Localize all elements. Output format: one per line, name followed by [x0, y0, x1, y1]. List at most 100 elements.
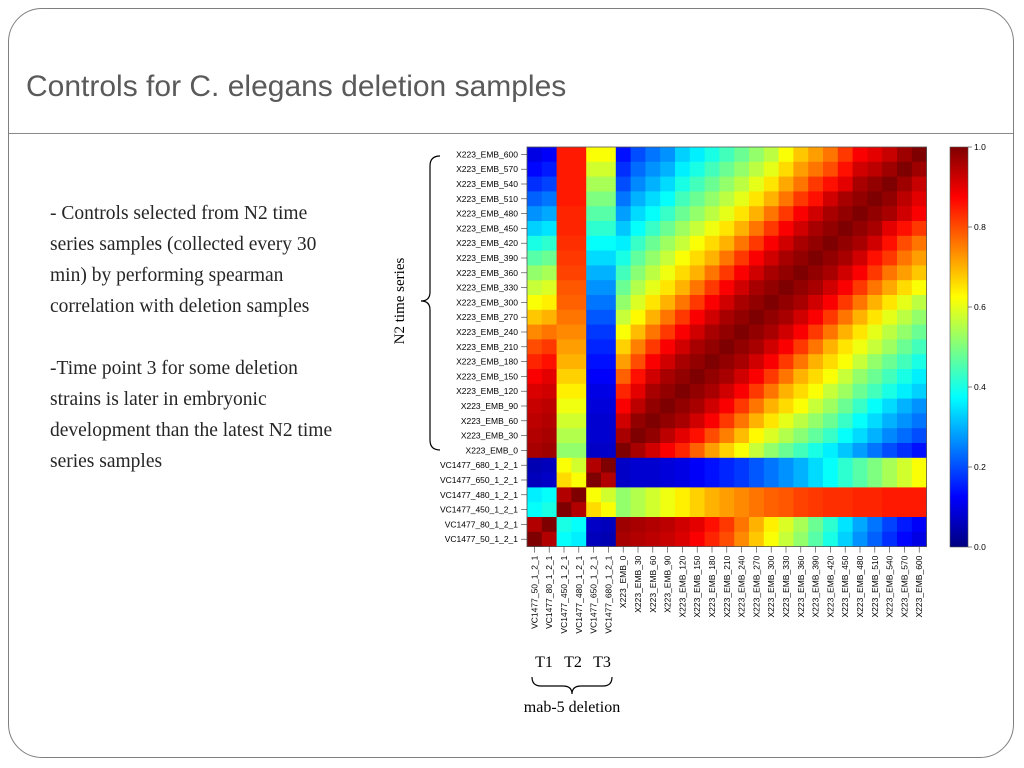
heatmap-cell [541, 250, 557, 266]
heatmap-cell [556, 502, 572, 518]
heatmap-cell [556, 161, 572, 177]
heatmap-cell [778, 428, 794, 444]
heatmap-cell [527, 250, 543, 266]
column-label: X223_EMB_180 [707, 555, 717, 617]
heatmap-cell [689, 413, 705, 429]
row-label: X223_EMB_540 [456, 179, 518, 189]
heatmap-cell [749, 487, 765, 503]
heatmap-cell [556, 443, 572, 459]
heatmap-cell [837, 206, 853, 222]
heatmap-cell [660, 472, 676, 488]
heatmap-cell [615, 502, 631, 518]
row-label: X223_EMB_30 [461, 431, 518, 441]
heatmap-cell [601, 413, 617, 429]
heatmap-cell [719, 443, 735, 459]
heatmap-cell [867, 309, 883, 325]
heatmap-cell [808, 339, 824, 355]
heatmap-cell [689, 309, 705, 325]
heatmap-cell [719, 428, 735, 444]
heatmap-cell [882, 428, 898, 444]
heatmap-cell [571, 221, 587, 237]
heatmap-cell [527, 324, 543, 340]
heatmap-cell [867, 295, 883, 311]
heatmap-cell [911, 413, 927, 429]
heatmap-cell [823, 161, 839, 177]
heatmap-cell [586, 250, 602, 266]
heatmap-cell [897, 206, 913, 222]
heatmap-cell [763, 324, 779, 340]
heatmap-cell [823, 398, 839, 414]
heatmap-cell [660, 176, 676, 192]
heatmap-cell [556, 235, 572, 251]
heatmap-cell [778, 413, 794, 429]
heatmap-cell [541, 176, 557, 192]
heatmap-cell [808, 457, 824, 473]
row-label: X223_EMB_210 [456, 342, 518, 352]
heatmap-cell [615, 309, 631, 325]
heatmap-cell [837, 221, 853, 237]
heatmap-cell [749, 309, 765, 325]
heatmap-cell [571, 517, 587, 533]
heatmap-cell [778, 280, 794, 296]
heatmap-cell [852, 250, 868, 266]
heatmap-cell [571, 295, 587, 311]
heatmap-cell [630, 176, 646, 192]
row-label: X223_EMB_240 [456, 327, 518, 337]
heatmap-cell [541, 265, 557, 281]
heatmap-cell [749, 457, 765, 473]
heatmap-cell [645, 206, 661, 222]
heatmap-cell [586, 502, 602, 518]
heatmap-cell [897, 502, 913, 518]
heatmap-cell [645, 383, 661, 399]
heatmap-cell [852, 369, 868, 385]
heatmap-cell [541, 354, 557, 370]
heatmap-cell [586, 176, 602, 192]
heatmap-cell [615, 517, 631, 533]
heatmap-cell [541, 383, 557, 399]
heatmap-cell [571, 280, 587, 296]
heatmap-cell [867, 324, 883, 340]
heatmap-cell [823, 324, 839, 340]
heatmap-cell [793, 191, 809, 207]
heatmap-cell [645, 354, 661, 370]
heatmap-cell [704, 457, 720, 473]
heatmap-cell [778, 383, 794, 399]
heatmap-cell [541, 443, 557, 459]
heatmap-cell [586, 221, 602, 237]
heatmap-cell [527, 295, 543, 311]
heatmap-cell [734, 443, 750, 459]
heatmap-cell [645, 502, 661, 518]
heatmap-cell [615, 487, 631, 503]
heatmap-cell [675, 531, 691, 547]
heatmap-cell [749, 147, 765, 163]
heatmap-cell [911, 531, 927, 547]
heatmap-cell [586, 517, 602, 533]
heatmap-cell [897, 176, 913, 192]
heatmap-cell [660, 339, 676, 355]
heatmap-cell [601, 383, 617, 399]
heatmap-cell [837, 339, 853, 355]
column-label: X223_EMB_150 [692, 555, 702, 617]
column-label: X223_EMB_540 [885, 555, 895, 617]
heatmap-cell [749, 531, 765, 547]
heatmap-cell [615, 443, 631, 459]
heatmap-cell [852, 443, 868, 459]
column-label: X223_EMB_570 [899, 555, 909, 617]
heatmap-cell [749, 324, 765, 340]
heatmap-cell [897, 531, 913, 547]
heatmap-cell [793, 221, 809, 237]
heatmap-cell [556, 147, 572, 163]
heatmap-cell [571, 250, 587, 266]
heatmap-cell [911, 369, 927, 385]
heatmap-cell [675, 309, 691, 325]
heatmap-cell [837, 457, 853, 473]
heatmap-cell [837, 280, 853, 296]
heatmap-cell [704, 472, 720, 488]
row-label: X223_EMB_60 [461, 416, 518, 426]
heatmap-cell [882, 413, 898, 429]
heatmap-cell [808, 443, 824, 459]
heatmap-cell [556, 265, 572, 281]
heatmap-cell [749, 280, 765, 296]
heatmap-cell [882, 147, 898, 163]
heatmap-cell [527, 280, 543, 296]
